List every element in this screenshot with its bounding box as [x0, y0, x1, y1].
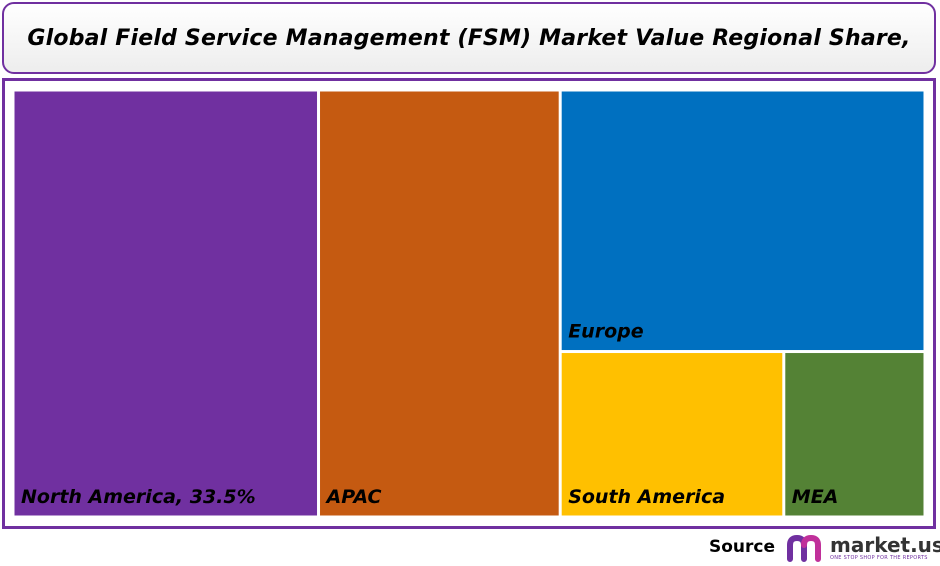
treemap-tile-apac: APAC: [320, 91, 559, 516]
tile-label-mea: MEA: [792, 486, 839, 508]
chart-title-box: Global Field Service Management (FSM) Ma…: [2, 2, 936, 74]
tile-rect-mea: [785, 353, 924, 516]
logo-tagline: ONE STOP SHOP FOR THE REPORTS: [830, 555, 928, 561]
tile-label-europe: Europe: [568, 321, 644, 343]
treemap-tile-mea: MEA: [785, 353, 924, 516]
treemap-chart: North America, 33.5% APAC Europe South Amer…: [14, 91, 924, 516]
tile-label-south-america: South America: [568, 486, 725, 508]
source-label: Source: [709, 537, 776, 557]
source-footer: Source market.us ONE STOP SHOP FOR THE R…: [0, 531, 940, 566]
tile-label-apac: APAC: [325, 486, 382, 508]
tile-rect-apac: [320, 91, 559, 516]
logo-text: market.us: [830, 533, 940, 557]
tile-label-north-america: North America, 33.5%: [21, 486, 256, 508]
chart-title: Global Field Service Management (FSM) Ma…: [27, 25, 911, 51]
chart-frame: North America, 33.5% APAC Europe South Amer…: [2, 78, 936, 529]
tile-rect-south-america: [561, 353, 783, 516]
market-us-logo-icon: [787, 534, 821, 562]
treemap-tile-south-america: South America: [561, 353, 783, 516]
treemap-tile-europe: Europe: [561, 91, 924, 351]
tile-rect-north-america: [14, 91, 318, 516]
treemap-tile-north-america: North America, 33.5%: [14, 91, 318, 516]
tile-rect-europe: [561, 91, 924, 351]
